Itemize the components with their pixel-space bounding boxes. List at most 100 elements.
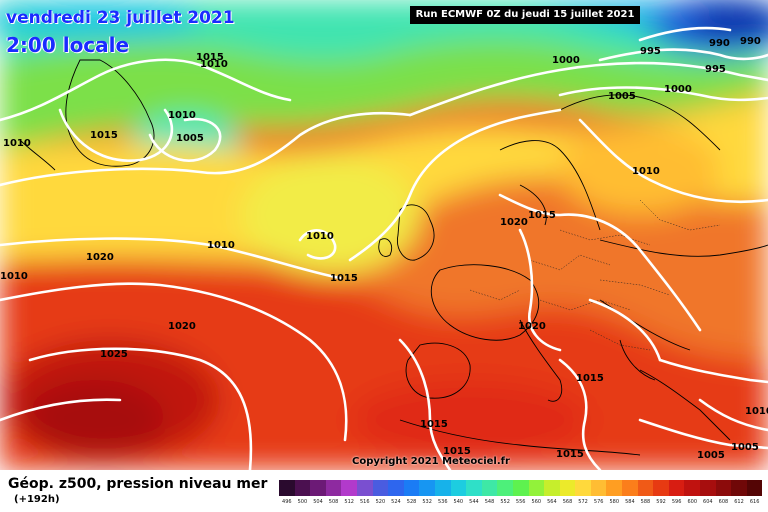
scale-tick-label: 604 [703,499,713,505]
color-swatch [684,480,701,496]
isobar-label: 1010 [306,231,334,242]
color-swatch [668,480,685,496]
isobar-label: 1015 [90,130,118,141]
isobar-label: 1015 [528,210,556,221]
isobar-label: 995 [705,64,726,75]
color-swatch [403,480,420,496]
legend-subtitle: (+192h) [14,494,60,505]
color-scale [279,480,763,496]
isobar-label: 990 [709,38,730,49]
scale-tick-label: 500 [297,499,308,505]
color-swatch [279,480,295,496]
isobar-label: 1000 [664,84,692,95]
color-swatch [388,480,404,496]
scale-tick-label: 572 [578,499,588,505]
isobar-label: 1010 [745,406,768,417]
scale-tick-label: 524 [391,499,401,505]
scale-tick-label: 588 [640,499,651,505]
scale-tick-label: 520 [375,499,386,505]
scale-tick-label: 556 [515,499,526,505]
scale-tick-label: 532 [422,499,432,505]
isobar-label: 995 [640,46,661,57]
color-swatch [544,480,560,496]
color-swatch [528,480,545,496]
color-swatch [653,480,669,496]
color-swatch [606,480,623,496]
color-swatch [419,480,435,496]
isobar-label: 990 [740,36,761,47]
scale-tick-label: 504 [313,499,323,505]
isobar-label: 1015 [443,446,471,457]
isobar-label: 1010 [3,138,31,149]
scale-tick-label: 528 [406,499,417,505]
isobar-label: 1020 [500,217,528,228]
isobar-label: 1015 [576,373,604,384]
scale-tick-label: 600 [687,499,697,505]
scale-tick-label: 496 [282,499,292,505]
color-swatch [481,480,498,496]
scale-tick-label: 608 [718,499,729,505]
scale-tick-label: 516 [359,499,370,505]
scale-tick-label: 576 [593,499,604,505]
color-swatch [341,480,357,496]
color-swatch [294,480,311,496]
run-info: Run ECMWF 0Z du jeudi 15 juillet 2021 [410,6,640,24]
scale-tick-label: 552 [500,499,510,505]
isobar-label: 1005 [176,133,204,144]
isobar-label: 1010 [168,110,196,121]
scale-tick-label: 536 [437,499,448,505]
scale-tick-label: 544 [469,499,479,505]
isobar-label: 1010 [0,271,28,282]
scale-tick-label: 616 [749,499,760,505]
color-swatch [746,480,763,496]
isobar-label: 1015 [196,52,224,63]
scale-tick-label: 592 [656,499,666,505]
isobar-label: 1020 [168,321,196,332]
scale-tick-label: 564 [547,499,557,505]
isobar-label: 1005 [608,91,636,102]
geopotential-map: 1015 1010 1015 1010 1005 1010 1020 1010 … [0,0,768,470]
color-swatch [325,480,342,496]
scale-tick-label: 540 [453,499,464,505]
legend-title: Géop. z500, pression niveau mer [8,476,268,492]
color-swatch [700,480,716,496]
color-swatch [731,480,747,496]
isobar-labels: 1015 1010 1015 1010 1005 1010 1020 1010 … [0,36,768,461]
scale-tick-label: 580 [609,499,620,505]
color-swatch [434,480,451,496]
color-swatch [590,480,607,496]
forecast-date: vendredi 23 juillet 2021 [6,8,235,28]
color-swatch [512,480,529,496]
isobar-label: 1000 [552,55,580,66]
color-swatch [372,480,389,496]
isobars [0,26,768,470]
isobar-label: 1015 [556,449,584,460]
scale-tick-label: 584 [625,499,635,505]
scale-tick-label: 512 [344,499,354,505]
borders [469,199,721,351]
scale-tick-label: 596 [671,499,682,505]
scale-tick-label: 568 [562,499,573,505]
color-swatch [450,480,467,496]
isobar-label: 1020 [518,321,546,332]
color-swatch [310,480,326,496]
color-swatch [559,480,576,496]
isobar-label: 1010 [632,166,660,177]
isobar-label: 1005 [697,450,725,461]
scale-tick-label: 508 [328,499,339,505]
isobar-label: 1005 [731,442,759,453]
color-swatch [356,480,373,496]
isobar-label: 1010 [207,240,235,251]
color-swatch [497,480,513,496]
copyright: Copyright 2021 Meteociel.fr [352,456,510,467]
coastlines [19,59,768,456]
forecast-time: 2:00 locale [6,33,130,57]
color-swatch [637,480,654,496]
isobar-label: 1015 [330,273,358,284]
isobar-label: 1025 [100,349,128,360]
legend-bar: Géop. z500, pression niveau mer (+192h) … [0,470,768,512]
color-swatch [575,480,591,496]
isobar-label: 1020 [86,252,114,263]
color-scale-ticks: 496 500 504 508 512 516 520 524 528 532 536 540 544 5… [279,499,762,505]
